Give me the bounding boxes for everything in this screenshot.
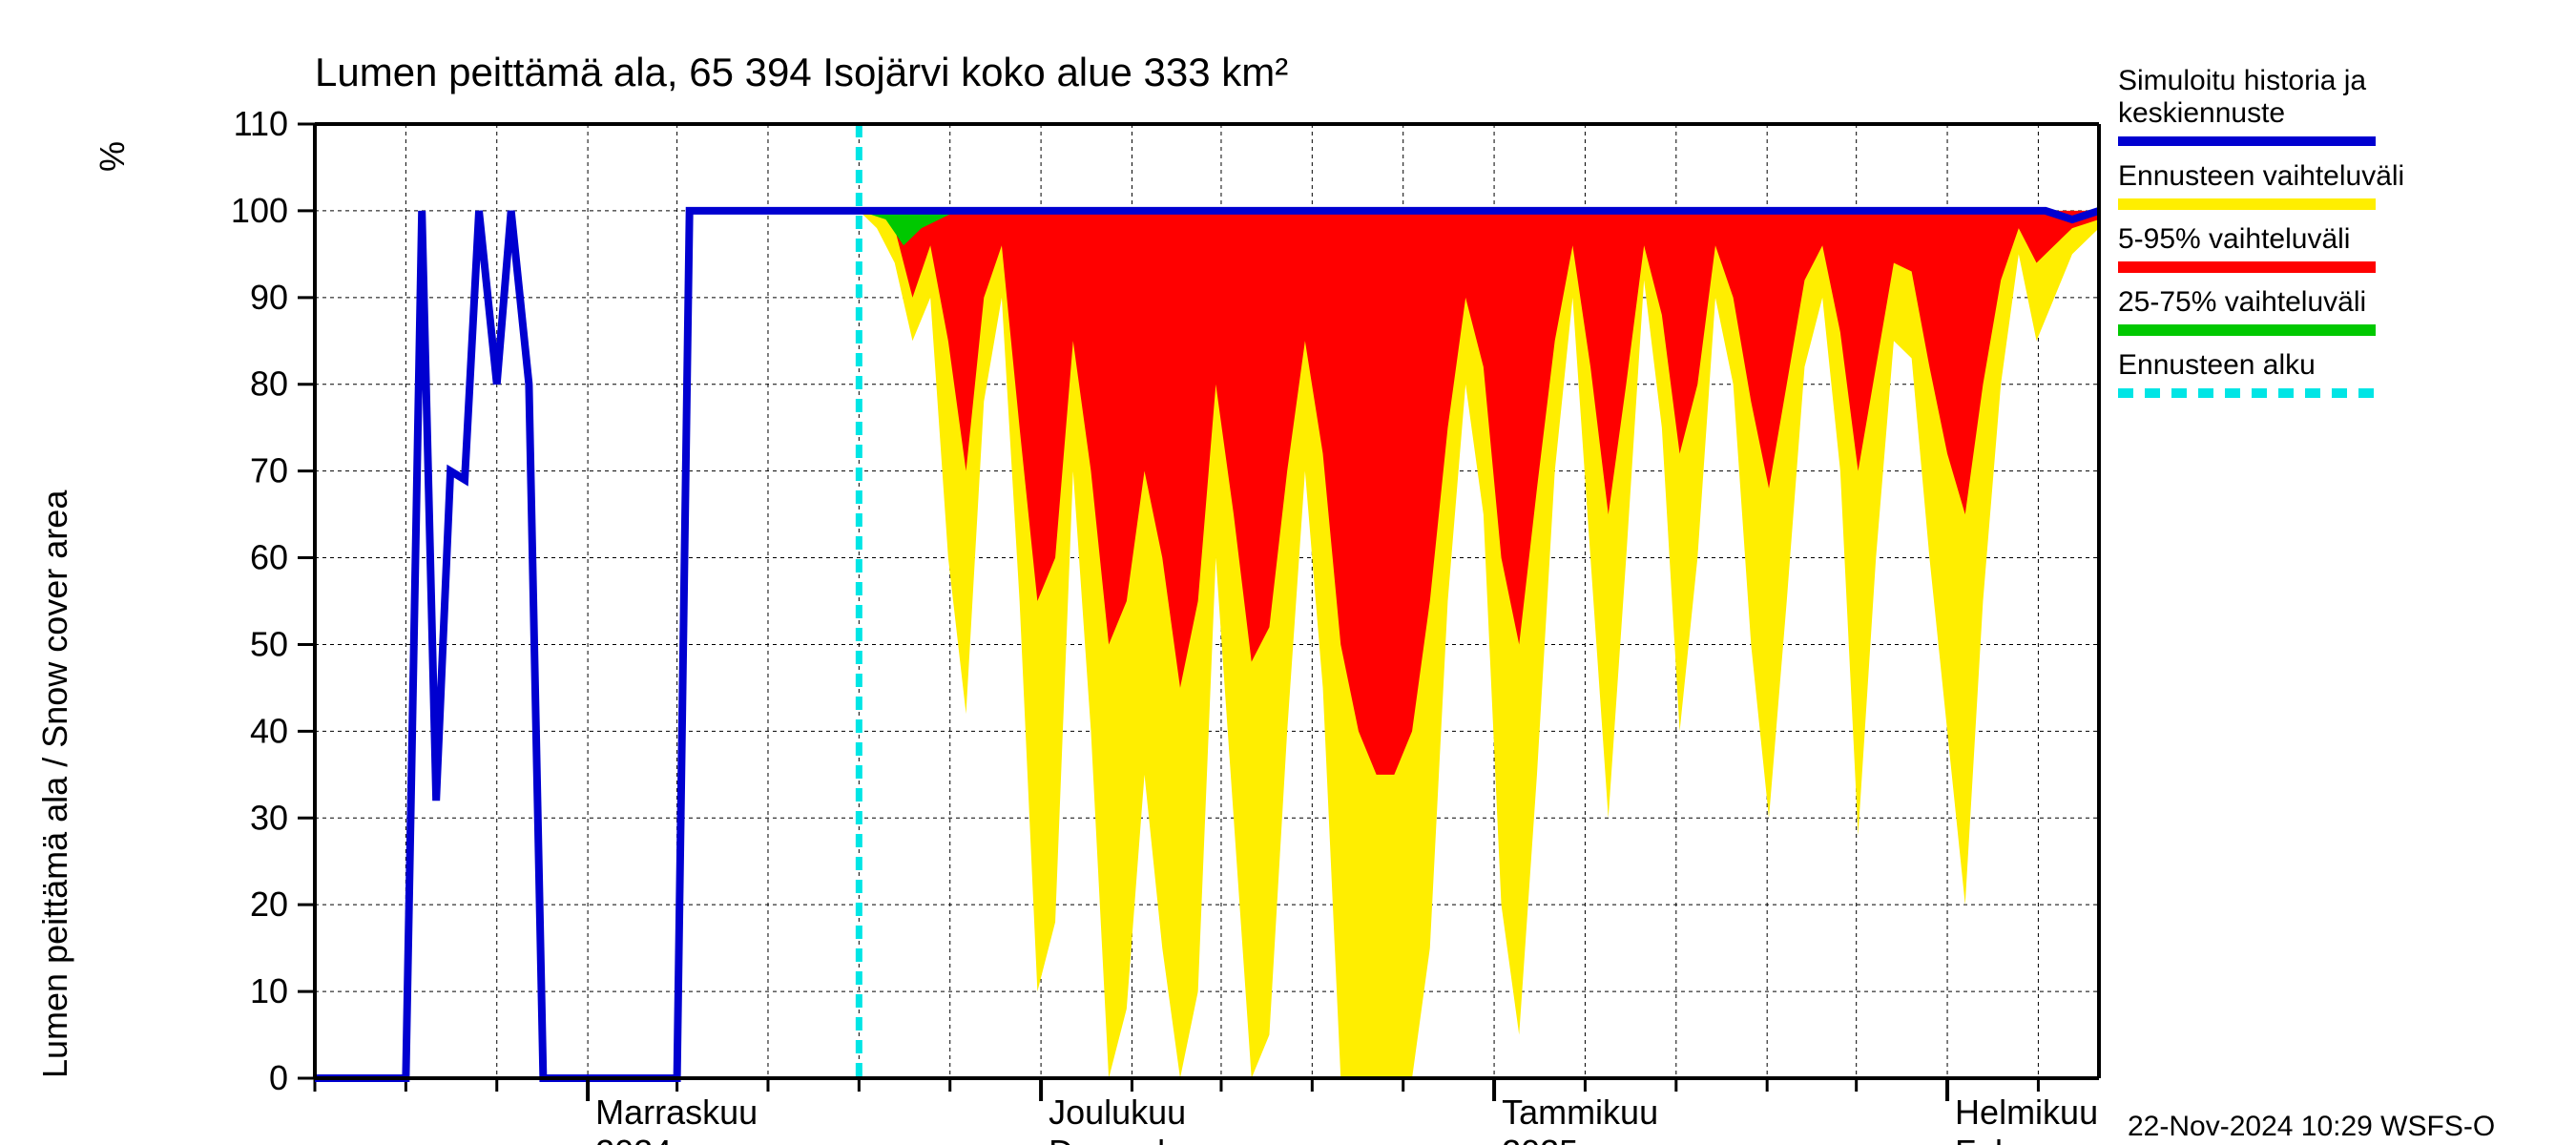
- ytick-label: 70: [250, 451, 288, 490]
- ytick-label: 80: [250, 364, 288, 404]
- xtick-label: Helmikuu: [1955, 1093, 2098, 1132]
- ytick-label: 60: [250, 538, 288, 577]
- xtick-label: 2024: [595, 1133, 672, 1145]
- legend-swatch: [2118, 198, 2376, 210]
- ytick-label: 0: [269, 1058, 288, 1097]
- xtick-label: Joulukuu: [1049, 1093, 1186, 1132]
- xtick-label: February: [1955, 1133, 2092, 1145]
- legend-swatch: [2118, 324, 2376, 336]
- footer-timestamp: 22-Nov-2024 10:29 WSFS-O: [2128, 1111, 2495, 1142]
- ytick-label: 100: [231, 191, 288, 230]
- chart-title: Lumen peittämä ala, 65 394 Isojärvi koko…: [315, 50, 1288, 94]
- ytick-label: 110: [234, 104, 288, 143]
- ytick-label: 90: [250, 278, 288, 317]
- plot-area: 0 10 20 30 40 50 60 70 80 90 100 110 Marraskuu2024 Jo…: [231, 104, 2099, 1145]
- y-axis-label-unit: %: [93, 141, 132, 172]
- ytick-label: 30: [250, 798, 288, 837]
- legend-label: 5-95% vaihteluväli: [2118, 223, 2350, 255]
- y-axis-label-main: Lumen peittämä ala / Snow cover area: [35, 489, 74, 1078]
- legend-swatch: [2118, 261, 2376, 273]
- legend-label: Simuloitu historia ja: [2118, 65, 2366, 96]
- xtick-label: December: [1049, 1133, 1207, 1145]
- legend-label: Ennusteen alku: [2118, 349, 2316, 381]
- xtick-label: Tammikuu: [1502, 1093, 1658, 1132]
- legend-label: keskiennuste: [2118, 97, 2285, 129]
- ytick-label: 40: [250, 711, 288, 750]
- legend: Simuloitu historia jakeskiennuste Ennuste…: [2118, 65, 2404, 393]
- legend-label: 25-75% vaihteluväli: [2118, 286, 2366, 318]
- xtick-label: 2025: [1502, 1133, 1578, 1145]
- ytick-label: 50: [250, 624, 288, 663]
- ytick-label: 10: [250, 971, 288, 1010]
- ytick-label: 20: [250, 885, 288, 924]
- legend-label: Ennusteen vaihteluväli: [2118, 160, 2404, 192]
- xtick-label: Marraskuu: [595, 1093, 758, 1132]
